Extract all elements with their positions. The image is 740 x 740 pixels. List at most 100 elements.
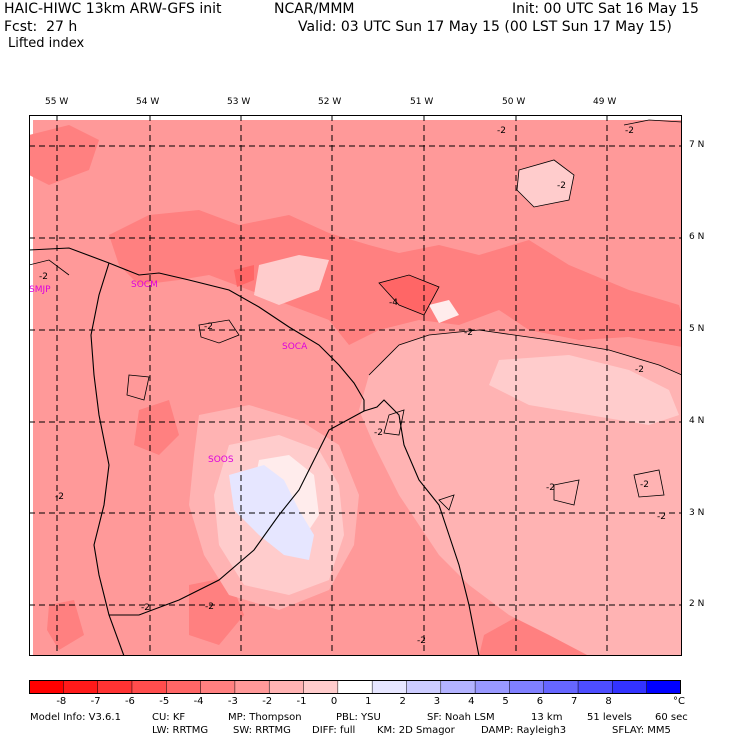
legend-tick-label: -2 [262,696,273,707]
contour-label: -2 [640,480,649,490]
band-minus4 [134,400,179,455]
coastline [29,247,480,656]
band-zero [429,300,459,323]
station-label: SOOS [208,455,234,465]
contour-label: -2 [497,126,506,136]
station-label: SOCM [131,280,158,290]
footer-cu: CU: KF [152,712,186,723]
contour-label: -2 [464,328,473,338]
lon-label: 55 W [45,97,69,107]
legend-cell [234,680,270,694]
lon-label: 51 W [410,97,434,107]
lat-label: 2 N [689,599,705,609]
legend-cell [509,680,545,694]
legend-cell [131,680,168,694]
band-minus1 [517,160,574,207]
legend-cell [474,680,511,694]
contour-label: -2 [546,483,555,493]
contour-lines [29,119,682,511]
legend-tick-label: 1 [365,696,372,707]
lat-label: 3 N [689,508,705,518]
footer-sf: SF: Noah LSM [427,712,495,723]
legend-cell [97,680,133,694]
legend-tick-label: 6 [536,696,544,707]
contour-label: -2 [205,602,214,612]
legend-cell [29,680,65,694]
legend-cell [63,680,99,694]
contour-label: -2 [141,603,150,613]
map-frame [29,115,682,656]
legend-tick-label: -6 [124,696,135,707]
legend-cell [268,680,305,694]
contour-label: -2 [557,181,566,191]
footer-damp: DAMP: Rayleigh3 [481,725,567,736]
legend-tick-label: -5 [159,696,170,707]
legend-cell [577,680,614,694]
legend-cell [543,680,579,694]
footer-lw: LW: RRTMG [152,725,209,736]
contour-label: -2 [417,636,426,646]
footer-model-info: Model Info: V3.6.1 [30,712,121,723]
footer-sflay: SFLAY: MM5 [612,725,671,736]
legend-cell [200,680,236,694]
lifted-index-map: -2 -2 -2 -4 -2 -2 -2 -2 -2 -2 -2 -2 -2 -… [29,115,682,656]
lat-label: 4 N [689,416,705,426]
color-legend [29,680,681,694]
station-label: SMJP [29,285,51,295]
forecast-hour: Fcst: 27 h [4,19,78,35]
model-title: HAIC-HIWC 13km ARW-GFS init [4,1,222,17]
org-label: NCAR/MMM [274,1,355,17]
legend-cell [440,680,476,694]
footer-timestep: 60 sec [655,712,688,723]
legend-cell [303,680,339,694]
legend-tick-label: 4 [468,696,475,707]
footer-mp: MP: Thompson [228,712,302,723]
contour-label: -2 [204,322,213,332]
legend-tick-label: 8 [605,696,612,707]
contour-label: -2 [635,365,644,375]
lon-label: 54 W [136,97,160,107]
footer-resolution: 13 km [531,712,563,723]
legend-cell [371,680,408,694]
contour-label: -2 [374,428,383,438]
legend-tick-label: 3 [433,696,441,707]
legend-tick-label: 0 [330,696,338,707]
lat-label: 7 N [689,140,705,150]
band-minus5 [234,265,254,287]
lat-label: 5 N [689,324,705,334]
legend-cell [646,680,681,694]
field-name: Lifted index [8,36,85,51]
legend-tick-label: 2 [399,696,406,707]
lon-label: 50 W [502,97,526,107]
contour-label: -2 [625,126,634,136]
contour-label: -2 [39,272,48,282]
band-minus1 [254,255,329,305]
legend-cell [166,680,202,694]
lat-label: 6 N [689,232,705,242]
lon-label: 49 W [593,97,617,107]
footer-diff: DIFF: full [312,725,356,736]
legend-tick-label: -7 [90,696,101,707]
legend-tick-label: -3 [227,696,238,707]
contour-label: -2 [55,492,64,502]
contour-label: -2 [657,512,666,522]
valid-time: Valid: 03 UTC Sun 17 May 15 (00 LST Sun … [298,19,672,35]
graticule [29,115,682,656]
init-time: Init: 00 UTC Sat 16 May 15 [512,1,699,17]
band-minus4 [47,600,84,650]
legend-tick-label: -1 [296,696,307,707]
lon-label: 53 W [227,97,251,107]
legend-cell [612,680,648,694]
band-minus4 [29,125,99,185]
legend-tick-label: -8 [56,696,67,707]
footer-sw: SW: RRTMG [233,725,291,736]
footer-km: KM: 2D Smagor [377,725,455,736]
legend-tick-label: -4 [193,696,204,707]
field-margin [29,115,33,656]
footer-pbl: PBL: YSU [336,712,381,723]
contour-label: -4 [389,298,398,308]
legend-cell [406,680,442,694]
field-margin [29,115,682,120]
legend-tick-label: 5 [502,696,509,707]
station-label: SOCA [282,342,308,352]
